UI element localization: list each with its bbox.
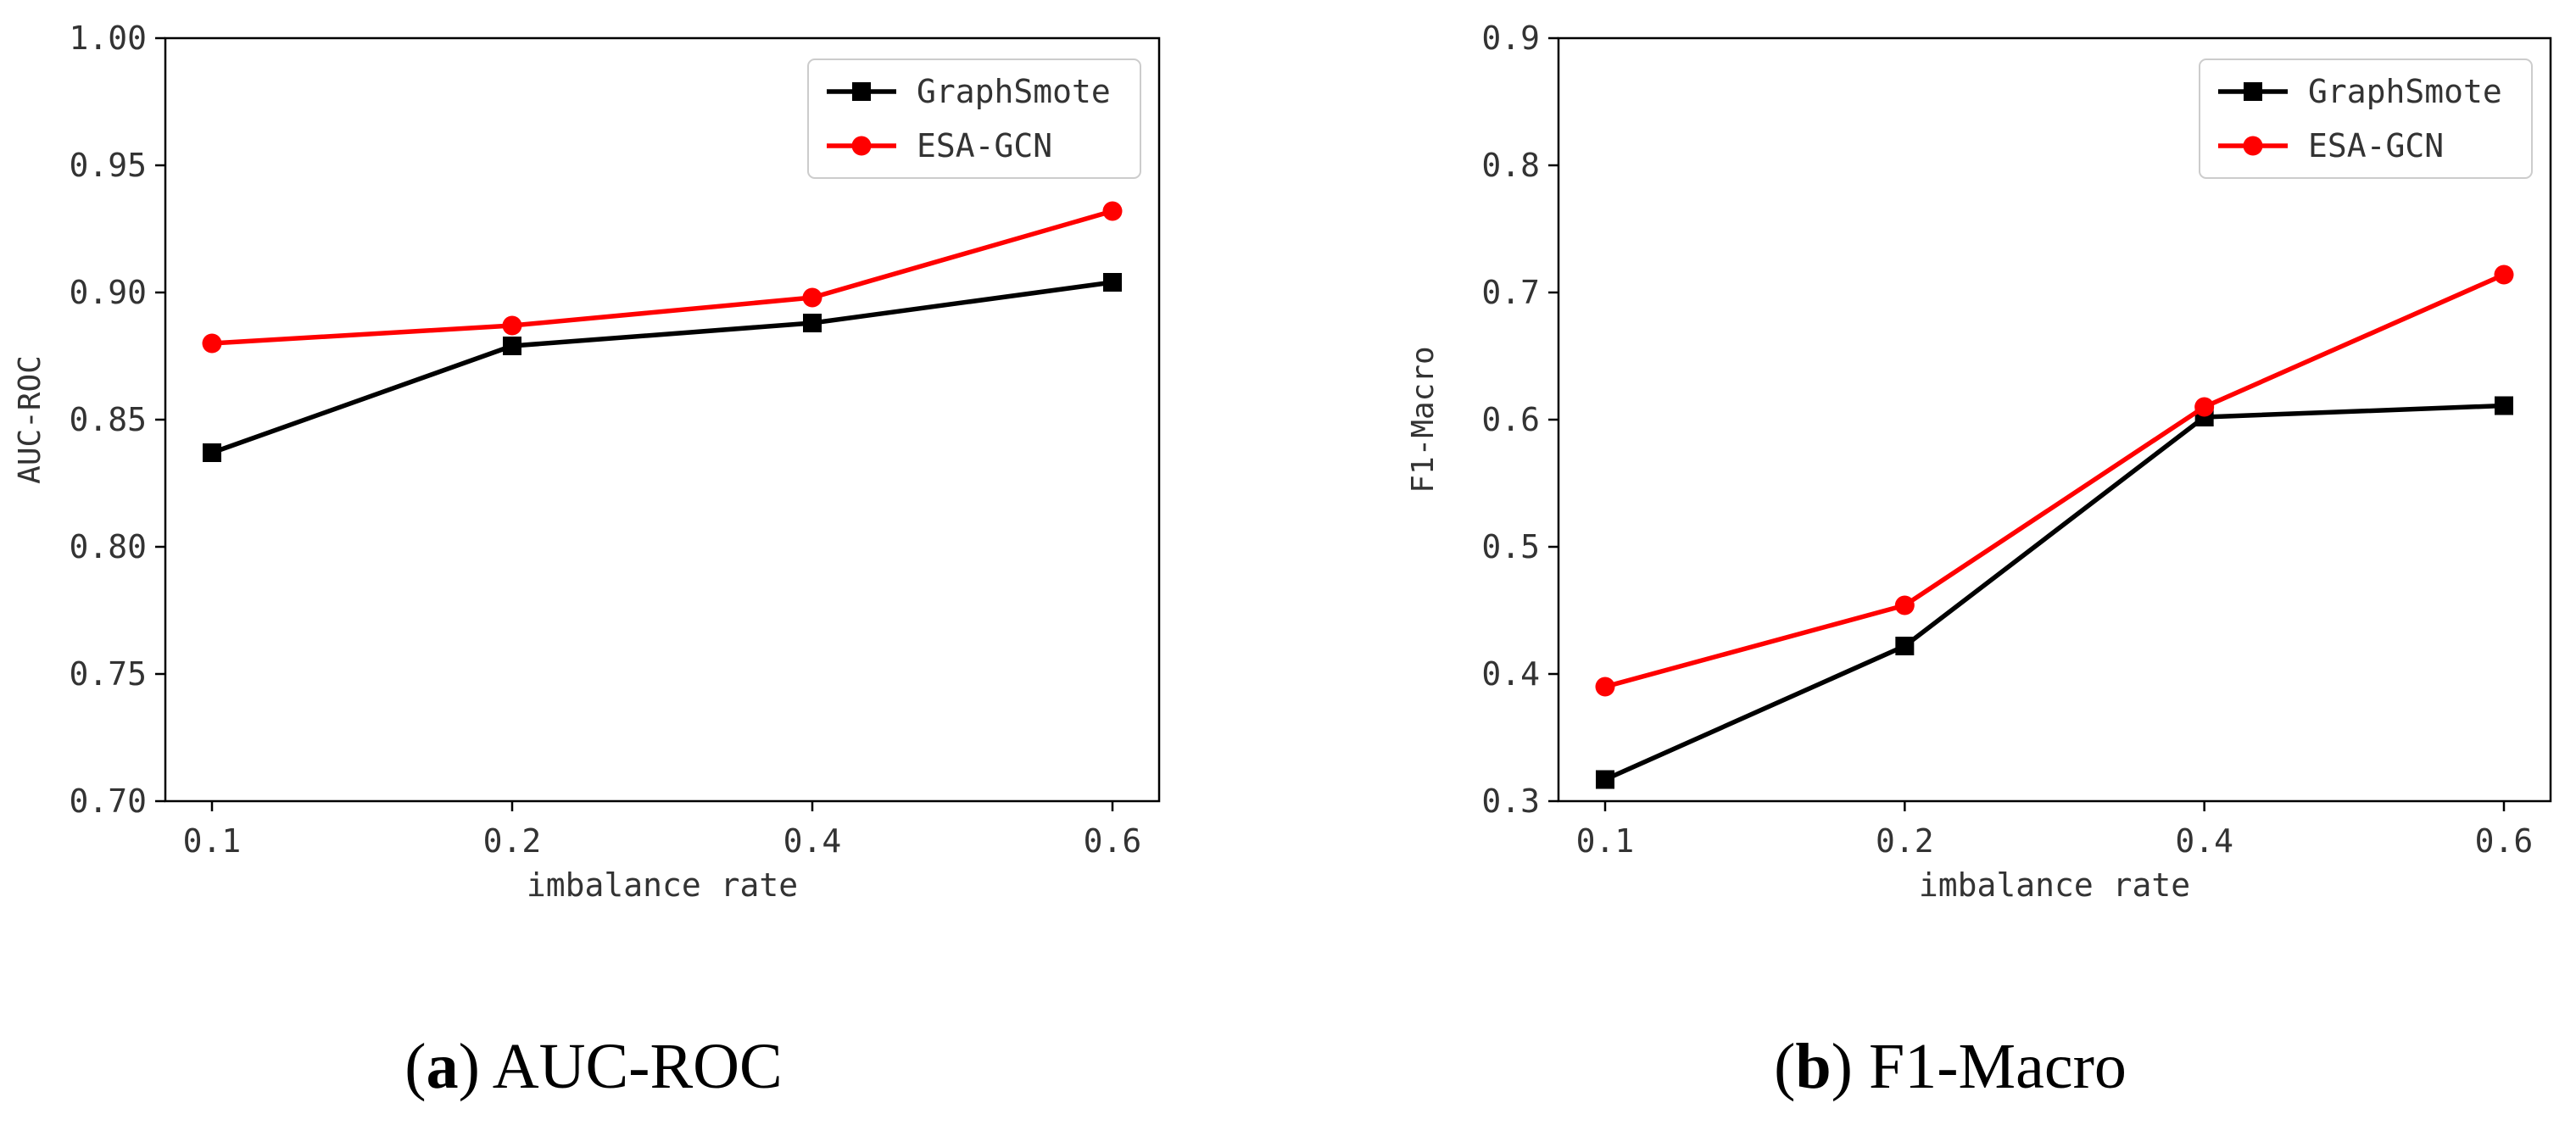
caption-b-text: F1-Macro [1868, 1031, 2127, 1102]
y-tick-label-b: 0.9 [1481, 19, 1540, 57]
caption-a-text: AUC-ROC [492, 1031, 783, 1102]
series-line-graphsmote-a [211, 280, 1113, 455]
x-tick-label-b: 0.4 [2175, 822, 2233, 860]
x-tick-label-b: 0.1 [1576, 822, 1635, 860]
caption-b: (b) F1-Macro [1774, 1031, 2127, 1102]
legend-b: GraphSmote ESA-GCN [2199, 58, 2533, 179]
caption-a-label: a [426, 1031, 459, 1102]
x-tick-label-a: 0.1 [183, 822, 242, 860]
chart-b: 0.3 0.4 0.5 0.6 0.7 0.8 0.9 0.1 0.2 0.4 0.6 imbalan… [1406, 19, 2552, 904]
data-point-graphsmote-b [2495, 396, 2513, 415]
data-point-graphsmote-a [503, 337, 521, 355]
series-line-esa-gcn-b [1604, 272, 2506, 689]
data-point-graphsmote-b [1895, 637, 1915, 655]
y-tick-label-a: 1.00 [69, 19, 147, 57]
data-point-esa-gcn-a [802, 287, 822, 308]
x-tick-label-b: 0.2 [1876, 822, 1934, 860]
legend-marker-esa-gcn-a [851, 136, 872, 156]
data-point-esa-gcn-b [2494, 265, 2514, 285]
series-line-esa-gcn-a [211, 209, 1113, 346]
y-tick-label-b: 0.6 [1481, 401, 1540, 438]
data-point-esa-gcn-b [2194, 397, 2215, 417]
series-line-graphsmote-b [1603, 403, 2505, 782]
legend-marker-graphsmote-a [852, 82, 871, 101]
x-axis-label-b: imbalance rate [1919, 866, 2190, 904]
y-axis-label-a: AUC-ROC [13, 355, 47, 484]
data-point-esa-gcn-a [202, 333, 222, 354]
data-point-graphsmote-b [1596, 770, 1614, 789]
y-tick-label-b: 0.3 [1481, 782, 1540, 820]
legend-label-esa-gcn-b: ESA-GCN [2308, 127, 2444, 164]
legend-box-b [2199, 58, 2533, 179]
y-tick-label-b: 0.4 [1481, 655, 1540, 693]
caption-a: (a) AUC-ROC [404, 1031, 783, 1102]
data-point-graphsmote-a [803, 314, 822, 332]
legend-marker-graphsmote-b [2244, 82, 2262, 101]
y-tick-label-a: 0.95 [69, 147, 147, 184]
y-tick-label-b: 0.8 [1481, 147, 1540, 184]
y-tick-label-a: 0.75 [69, 655, 147, 693]
y-tick-label-a: 0.85 [69, 401, 147, 438]
data-point-graphsmote-a [203, 443, 221, 462]
legend-label-graphsmote-b: GraphSmote [2308, 73, 2502, 110]
chart-a: 0.70 0.75 0.80 0.85 0.90 0.95 1.00 0.1 0.2 0.4 0.6… [13, 19, 1161, 904]
data-point-esa-gcn-b [1894, 595, 1915, 615]
y-tick-label-b: 0.5 [1481, 528, 1540, 565]
data-point-graphsmote-a [1103, 273, 1122, 292]
y-axis-label-b: F1-Macro [1406, 346, 1441, 493]
y-tick-label-b: 0.7 [1481, 274, 1540, 311]
y-tick-label-a: 0.70 [69, 782, 147, 820]
y-tick-label-a: 0.90 [69, 274, 147, 311]
legend-a: GraphSmote ESA-GCN [807, 58, 1141, 179]
x-tick-label-b: 0.6 [2475, 822, 2534, 860]
legend-label-esa-gcn-a: ESA-GCN [917, 127, 1052, 164]
caption-b-label: b [1795, 1031, 1832, 1102]
x-axis-label-a: imbalance rate [527, 866, 798, 904]
legend-box-a [807, 58, 1141, 179]
data-point-esa-gcn-a [1102, 201, 1123, 221]
data-point-esa-gcn-b [1595, 677, 1615, 697]
x-tick-label-a: 0.2 [483, 822, 542, 860]
legend-marker-esa-gcn-b [2243, 136, 2263, 156]
y-tick-label-a: 0.80 [69, 528, 147, 565]
x-tick-label-a: 0.4 [783, 822, 842, 860]
x-tick-label-a: 0.6 [1084, 822, 1142, 860]
data-point-esa-gcn-a [502, 315, 522, 336]
legend-label-graphsmote-a: GraphSmote [917, 73, 1111, 110]
